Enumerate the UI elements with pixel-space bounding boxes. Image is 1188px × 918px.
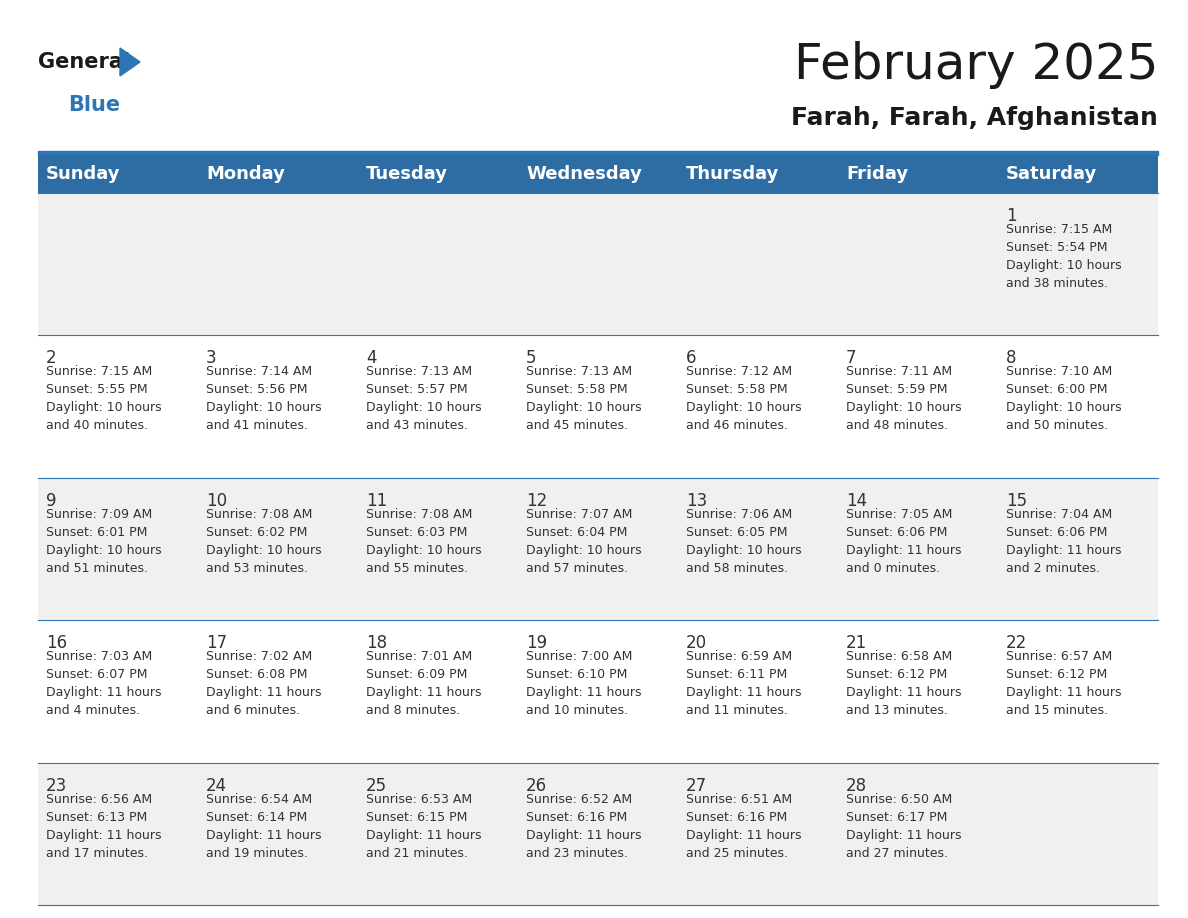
Bar: [358, 155, 518, 193]
Text: Sunrise: 7:08 AM
Sunset: 6:02 PM
Daylight: 10 hours
and 53 minutes.: Sunrise: 7:08 AM Sunset: 6:02 PM Dayligh…: [206, 508, 322, 575]
Text: Sunrise: 7:12 AM
Sunset: 5:58 PM
Daylight: 10 hours
and 46 minutes.: Sunrise: 7:12 AM Sunset: 5:58 PM Dayligh…: [685, 365, 802, 432]
Text: General: General: [38, 52, 129, 72]
Bar: [678, 155, 838, 193]
Text: Sunrise: 7:05 AM
Sunset: 6:06 PM
Daylight: 11 hours
and 0 minutes.: Sunrise: 7:05 AM Sunset: 6:06 PM Dayligh…: [846, 508, 961, 575]
Text: Sunrise: 6:51 AM
Sunset: 6:16 PM
Daylight: 11 hours
and 25 minutes.: Sunrise: 6:51 AM Sunset: 6:16 PM Dayligh…: [685, 792, 802, 859]
Text: 19: 19: [526, 634, 548, 652]
Text: Sunrise: 6:54 AM
Sunset: 6:14 PM
Daylight: 11 hours
and 19 minutes.: Sunrise: 6:54 AM Sunset: 6:14 PM Dayligh…: [206, 792, 322, 859]
Text: 28: 28: [846, 777, 867, 795]
Text: Sunrise: 6:52 AM
Sunset: 6:16 PM
Daylight: 11 hours
and 23 minutes.: Sunrise: 6:52 AM Sunset: 6:16 PM Dayligh…: [526, 792, 642, 859]
Text: Monday: Monday: [206, 165, 285, 183]
Text: Sunrise: 6:58 AM
Sunset: 6:12 PM
Daylight: 11 hours
and 13 minutes.: Sunrise: 6:58 AM Sunset: 6:12 PM Dayligh…: [846, 650, 961, 717]
Text: Sunrise: 7:00 AM
Sunset: 6:10 PM
Daylight: 11 hours
and 10 minutes.: Sunrise: 7:00 AM Sunset: 6:10 PM Dayligh…: [526, 650, 642, 717]
Text: 1: 1: [1006, 207, 1017, 225]
Bar: [198, 155, 358, 193]
Text: Sunrise: 7:10 AM
Sunset: 6:00 PM
Daylight: 10 hours
and 50 minutes.: Sunrise: 7:10 AM Sunset: 6:00 PM Dayligh…: [1006, 365, 1121, 432]
Text: Farah, Farah, Afghanistan: Farah, Farah, Afghanistan: [791, 106, 1158, 130]
Text: 15: 15: [1006, 492, 1028, 509]
Text: 3: 3: [206, 350, 216, 367]
Text: Sunrise: 7:08 AM
Sunset: 6:03 PM
Daylight: 10 hours
and 55 minutes.: Sunrise: 7:08 AM Sunset: 6:03 PM Dayligh…: [366, 508, 481, 575]
Text: Sunrise: 7:07 AM
Sunset: 6:04 PM
Daylight: 10 hours
and 57 minutes.: Sunrise: 7:07 AM Sunset: 6:04 PM Dayligh…: [526, 508, 642, 575]
Text: Sunrise: 7:02 AM
Sunset: 6:08 PM
Daylight: 11 hours
and 6 minutes.: Sunrise: 7:02 AM Sunset: 6:08 PM Dayligh…: [206, 650, 322, 717]
Bar: [38, 763, 1158, 905]
Text: Sunrise: 7:14 AM
Sunset: 5:56 PM
Daylight: 10 hours
and 41 minutes.: Sunrise: 7:14 AM Sunset: 5:56 PM Dayligh…: [206, 365, 322, 432]
Text: 18: 18: [366, 634, 387, 652]
Text: Sunrise: 7:11 AM
Sunset: 5:59 PM
Daylight: 10 hours
and 48 minutes.: Sunrise: 7:11 AM Sunset: 5:59 PM Dayligh…: [846, 365, 961, 432]
Text: Tuesday: Tuesday: [366, 165, 448, 183]
Text: Sunrise: 6:53 AM
Sunset: 6:15 PM
Daylight: 11 hours
and 21 minutes.: Sunrise: 6:53 AM Sunset: 6:15 PM Dayligh…: [366, 792, 481, 859]
Text: 22: 22: [1006, 634, 1028, 652]
Text: February 2025: February 2025: [794, 41, 1158, 89]
Text: 24: 24: [206, 777, 227, 795]
Bar: [38, 621, 1158, 763]
Text: Wednesday: Wednesday: [526, 165, 642, 183]
Bar: [838, 155, 998, 193]
Text: 27: 27: [685, 777, 707, 795]
Text: Sunrise: 6:59 AM
Sunset: 6:11 PM
Daylight: 11 hours
and 11 minutes.: Sunrise: 6:59 AM Sunset: 6:11 PM Dayligh…: [685, 650, 802, 717]
Text: 16: 16: [46, 634, 68, 652]
Text: 23: 23: [46, 777, 68, 795]
Text: Sunday: Sunday: [46, 165, 120, 183]
Bar: [998, 155, 1158, 193]
Text: Sunrise: 7:13 AM
Sunset: 5:57 PM
Daylight: 10 hours
and 43 minutes.: Sunrise: 7:13 AM Sunset: 5:57 PM Dayligh…: [366, 365, 481, 432]
Text: Blue: Blue: [68, 95, 120, 115]
Text: 6: 6: [685, 350, 696, 367]
Polygon shape: [120, 48, 140, 76]
Text: 14: 14: [846, 492, 867, 509]
Text: 12: 12: [526, 492, 548, 509]
Text: 26: 26: [526, 777, 548, 795]
Text: Sunrise: 7:15 AM
Sunset: 5:54 PM
Daylight: 10 hours
and 38 minutes.: Sunrise: 7:15 AM Sunset: 5:54 PM Dayligh…: [1006, 223, 1121, 290]
Bar: [38, 477, 1158, 621]
Text: 13: 13: [685, 492, 707, 509]
Text: 17: 17: [206, 634, 227, 652]
Text: 11: 11: [366, 492, 387, 509]
Text: Sunrise: 7:09 AM
Sunset: 6:01 PM
Daylight: 10 hours
and 51 minutes.: Sunrise: 7:09 AM Sunset: 6:01 PM Dayligh…: [46, 508, 162, 575]
Text: 2: 2: [46, 350, 57, 367]
Text: Sunrise: 7:15 AM
Sunset: 5:55 PM
Daylight: 10 hours
and 40 minutes.: Sunrise: 7:15 AM Sunset: 5:55 PM Dayligh…: [46, 365, 162, 432]
Bar: [38, 155, 198, 193]
Text: 25: 25: [366, 777, 387, 795]
Text: 4: 4: [366, 350, 377, 367]
Bar: [38, 335, 1158, 477]
Text: Saturday: Saturday: [1006, 165, 1098, 183]
Text: Thursday: Thursday: [685, 165, 779, 183]
Text: Sunrise: 7:03 AM
Sunset: 6:07 PM
Daylight: 11 hours
and 4 minutes.: Sunrise: 7:03 AM Sunset: 6:07 PM Dayligh…: [46, 650, 162, 717]
Text: Sunrise: 6:50 AM
Sunset: 6:17 PM
Daylight: 11 hours
and 27 minutes.: Sunrise: 6:50 AM Sunset: 6:17 PM Dayligh…: [846, 792, 961, 859]
Text: Friday: Friday: [846, 165, 908, 183]
Text: Sunrise: 7:01 AM
Sunset: 6:09 PM
Daylight: 11 hours
and 8 minutes.: Sunrise: 7:01 AM Sunset: 6:09 PM Dayligh…: [366, 650, 481, 717]
Text: 8: 8: [1006, 350, 1017, 367]
Text: Sunrise: 6:57 AM
Sunset: 6:12 PM
Daylight: 11 hours
and 15 minutes.: Sunrise: 6:57 AM Sunset: 6:12 PM Dayligh…: [1006, 650, 1121, 717]
Bar: [38, 151, 1158, 155]
Text: 7: 7: [846, 350, 857, 367]
Text: 20: 20: [685, 634, 707, 652]
Text: Sunrise: 6:56 AM
Sunset: 6:13 PM
Daylight: 11 hours
and 17 minutes.: Sunrise: 6:56 AM Sunset: 6:13 PM Dayligh…: [46, 792, 162, 859]
Text: Sunrise: 7:06 AM
Sunset: 6:05 PM
Daylight: 10 hours
and 58 minutes.: Sunrise: 7:06 AM Sunset: 6:05 PM Dayligh…: [685, 508, 802, 575]
Bar: [38, 193, 1158, 335]
Text: Sunrise: 7:04 AM
Sunset: 6:06 PM
Daylight: 11 hours
and 2 minutes.: Sunrise: 7:04 AM Sunset: 6:06 PM Dayligh…: [1006, 508, 1121, 575]
Text: 21: 21: [846, 634, 867, 652]
Text: 10: 10: [206, 492, 227, 509]
Text: Sunrise: 7:13 AM
Sunset: 5:58 PM
Daylight: 10 hours
and 45 minutes.: Sunrise: 7:13 AM Sunset: 5:58 PM Dayligh…: [526, 365, 642, 432]
Text: 5: 5: [526, 350, 537, 367]
Bar: [518, 155, 678, 193]
Text: 9: 9: [46, 492, 57, 509]
